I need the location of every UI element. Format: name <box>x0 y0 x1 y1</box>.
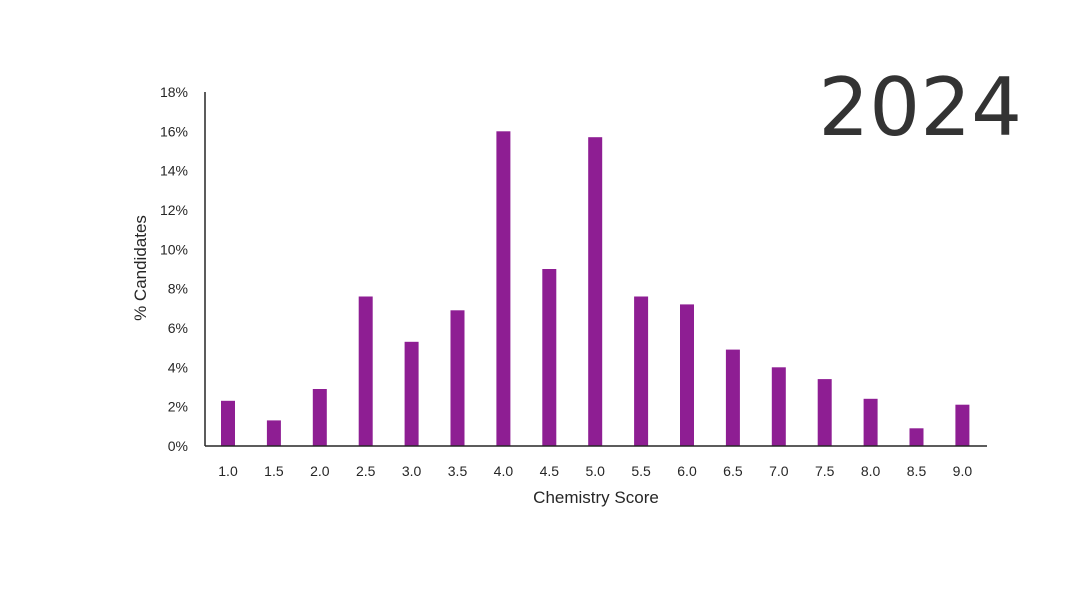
bar-4.0 <box>496 131 511 447</box>
x-tick-label: 6.0 <box>677 463 697 479</box>
bar-8.5 <box>909 428 924 446</box>
bar-5.0 <box>588 137 603 446</box>
bar-7.5 <box>817 379 832 446</box>
x-tick-label: 1.0 <box>218 463 238 479</box>
bar-8.0 <box>863 398 878 446</box>
y-tick-label: 8% <box>168 281 188 297</box>
x-tick-label: 2.5 <box>356 463 376 479</box>
bar-1.0 <box>221 400 235 446</box>
bar-3.0 <box>404 341 419 446</box>
y-tick-label: 2% <box>168 399 188 415</box>
bar-9.0 <box>955 404 970 446</box>
y-tick-label: 18% <box>160 84 188 100</box>
y-axis-title: % Candidates <box>131 215 150 321</box>
bar-5.5 <box>634 296 649 446</box>
y-tick-label: 16% <box>160 123 188 139</box>
x-tick-label: 7.5 <box>815 463 835 479</box>
bar-4.5 <box>542 269 557 446</box>
bar-group <box>221 131 970 447</box>
bar-2.5 <box>358 296 373 446</box>
x-tick-label: 5.0 <box>585 463 605 479</box>
x-tick-label: 8.5 <box>907 463 927 479</box>
x-tick-label: 1.5 <box>264 463 284 479</box>
chart-title: 2024 <box>818 61 1022 154</box>
y-tick-label: 14% <box>160 163 188 179</box>
y-tick-label: 12% <box>160 202 188 218</box>
x-tick-label: 8.0 <box>861 463 881 479</box>
x-tick-label: 3.0 <box>402 463 422 479</box>
y-tick-label: 10% <box>160 241 188 257</box>
bar-2.0 <box>312 389 327 446</box>
y-tick-label: 6% <box>168 320 188 336</box>
bar-6.5 <box>725 349 740 446</box>
x-tick-label: 6.5 <box>723 463 743 479</box>
x-tick-label: 4.0 <box>494 463 514 479</box>
x-tick-label: 5.5 <box>631 463 651 479</box>
bar-1.5 <box>266 420 281 446</box>
x-tick-labels: 1.0 1.5 2.0 2.5 3.0 3.5 4.0 4.5 5.0 5.5 6.0 6.5 7.0 7… <box>218 463 972 479</box>
y-tick-label: 4% <box>168 359 188 375</box>
y-tick-labels: 0% 2% 4% 6% 8% 10% 12% 14% 16% 18% <box>160 84 188 454</box>
bar-7.0 <box>771 367 786 446</box>
x-tick-label: 4.5 <box>540 463 560 479</box>
x-tick-label: 7.0 <box>769 463 789 479</box>
x-tick-label: 3.5 <box>448 463 468 479</box>
x-tick-label: 9.0 <box>953 463 973 479</box>
bar-6.0 <box>680 304 694 446</box>
x-axis-title: Chemistry Score <box>533 488 659 507</box>
x-tick-label: 2.0 <box>310 463 330 479</box>
bar-3.5 <box>450 310 465 446</box>
y-tick-label: 0% <box>168 438 188 454</box>
